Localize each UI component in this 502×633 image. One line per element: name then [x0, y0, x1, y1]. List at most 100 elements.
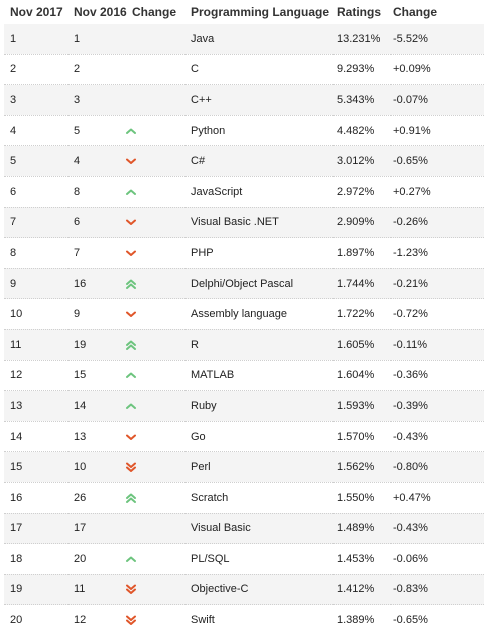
- language-name: C: [185, 54, 333, 86]
- rating-value: 1.562%: [333, 451, 391, 483]
- language-name: Scratch: [185, 482, 333, 514]
- rank-2016: 19: [68, 329, 130, 361]
- language-name: R: [185, 329, 333, 361]
- rank-2017: 11: [4, 329, 68, 361]
- rating-change: +0.27%: [391, 176, 484, 208]
- double-chevron-up-icon: [124, 491, 138, 505]
- language-name: Visual Basic: [185, 513, 333, 545]
- table-row: 1 1 Java 13.231% -5.52%: [4, 24, 484, 55]
- rating-change: -0.21%: [391, 268, 484, 300]
- trend-cell: [126, 207, 185, 239]
- rank-2016: 5: [68, 115, 130, 147]
- rank-2017: 2: [4, 54, 68, 86]
- rank-2016: 15: [68, 360, 130, 392]
- table-row: 18 20 PL/SQL 1.453% -0.06%: [4, 543, 484, 575]
- trend-cell: [126, 574, 185, 606]
- double-chevron-down-icon: [124, 582, 138, 596]
- chevron-down-icon: [124, 430, 138, 444]
- rating-value: 1.605%: [333, 329, 391, 361]
- chevron-up-icon: [124, 399, 138, 413]
- rating-value: 1.550%: [333, 482, 391, 514]
- rating-value: 1.570%: [333, 421, 391, 453]
- chevron-up-icon: [124, 185, 138, 199]
- header-change: Change: [393, 5, 438, 19]
- rating-value: 1.744%: [333, 268, 391, 300]
- language-name: C#: [185, 145, 333, 177]
- trend-cell: [126, 390, 185, 422]
- language-name: Swift: [185, 604, 333, 633]
- rank-2017: 17: [4, 513, 68, 545]
- rating-value: 2.909%: [333, 207, 391, 239]
- header-nov-2016: Nov 2016: [74, 5, 127, 19]
- rating-value: 1.453%: [333, 543, 391, 575]
- rank-2016: 20: [68, 543, 130, 575]
- trend-cell: [126, 145, 185, 177]
- rating-change: -0.26%: [391, 207, 484, 239]
- chevron-down-icon: [124, 215, 138, 229]
- table-row: 5 4 C# 3.012% -0.65%: [4, 145, 484, 177]
- double-chevron-up-icon: [124, 277, 138, 291]
- rating-change: -0.39%: [391, 390, 484, 422]
- rank-2017: 12: [4, 360, 68, 392]
- rank-2017: 7: [4, 207, 68, 239]
- table-row: 3 3 C++ 5.343% -0.07%: [4, 84, 484, 116]
- rank-2016: 2: [68, 54, 130, 86]
- rank-2017: 5: [4, 145, 68, 177]
- language-name: Python: [185, 115, 333, 147]
- rank-2017: 20: [4, 604, 68, 633]
- language-name: Java: [185, 24, 333, 55]
- chevron-up-icon: [124, 124, 138, 138]
- header-change-icon: Change: [132, 5, 177, 19]
- rank-2017: 19: [4, 574, 68, 606]
- trend-cell: [126, 298, 185, 330]
- rating-change: -0.07%: [391, 84, 484, 116]
- rating-change: -0.36%: [391, 360, 484, 392]
- language-name: PHP: [185, 237, 333, 269]
- table-row: 11 19 R 1.605% -0.11%: [4, 329, 484, 361]
- trend-cell: [126, 421, 185, 453]
- rating-value: 1.604%: [333, 360, 391, 392]
- table-row: 6 8 JavaScript 2.972% +0.27%: [4, 176, 484, 208]
- rank-2016: 17: [68, 513, 130, 545]
- table-row: 8 7 PHP 1.897% -1.23%: [4, 237, 484, 269]
- rank-2017: 10: [4, 298, 68, 330]
- rank-2016: 14: [68, 390, 130, 422]
- rank-2017: 3: [4, 84, 68, 116]
- rank-2016: 10: [68, 451, 130, 483]
- rank-2016: 1: [68, 24, 130, 55]
- rank-2016: 12: [68, 604, 130, 633]
- language-name: C++: [185, 84, 333, 116]
- rating-value: 1.412%: [333, 574, 391, 606]
- rank-2017: 16: [4, 482, 68, 514]
- rank-2016: 7: [68, 237, 130, 269]
- trend-cell: [126, 176, 185, 208]
- rating-value: 9.293%: [333, 54, 391, 86]
- language-name: Objective-C: [185, 574, 333, 606]
- trend-cell: [126, 604, 185, 633]
- rating-value: 1.897%: [333, 237, 391, 269]
- rating-change: +0.47%: [391, 482, 484, 514]
- trend-cell: [130, 24, 185, 55]
- rank-2017: 15: [4, 451, 68, 483]
- language-name: Go: [185, 421, 333, 453]
- rank-2017: 1: [4, 24, 68, 55]
- language-name: Ruby: [185, 390, 333, 422]
- trend-cell: [130, 54, 185, 86]
- header-language: Programming Language: [191, 5, 330, 19]
- rating-change: -1.23%: [391, 237, 484, 269]
- double-chevron-down-icon: [124, 460, 138, 474]
- header-row: Nov 2017 Nov 2016 Change Programming Lan…: [4, 0, 484, 24]
- rating-value: 2.972%: [333, 176, 391, 208]
- trend-cell: [126, 268, 185, 300]
- rating-value: 13.231%: [333, 24, 391, 55]
- chevron-up-icon: [124, 368, 138, 382]
- table-row: 9 16 Delphi/Object Pascal 1.744% -0.21%: [4, 268, 484, 300]
- table-row: 20 12 Swift 1.389% -0.65%: [4, 604, 484, 633]
- rank-2016: 13: [68, 421, 130, 453]
- header-ratings: Ratings: [337, 5, 382, 19]
- rating-change: -0.83%: [391, 574, 484, 606]
- table-row: 19 11 Objective-C 1.412% -0.83%: [4, 574, 484, 606]
- trend-cell: [126, 360, 185, 392]
- rank-2016: 3: [68, 84, 130, 116]
- rank-2016: 9: [68, 298, 130, 330]
